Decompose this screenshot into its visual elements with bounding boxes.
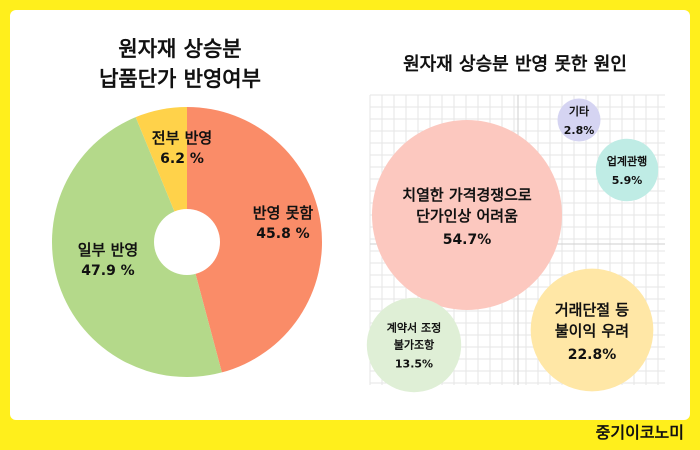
bubble-category-label: 거래단절 등	[555, 301, 629, 319]
bubble-category-label: 불이익 우려	[555, 322, 629, 340]
bubble-category-label: 불가조항	[394, 338, 434, 352]
donut-slice	[135, 107, 187, 242]
bubble	[530, 268, 654, 392]
brand-logo-text: 중기이코노미	[595, 423, 684, 442]
bubble	[595, 138, 659, 202]
bubble-category-label: 단가인상 어려움	[416, 207, 518, 225]
bubble	[366, 297, 462, 393]
donut-slice	[187, 107, 323, 373]
donut-slice-value-label: 45.8 %	[256, 226, 309, 242]
donut-slice	[52, 117, 222, 377]
donut-title-line-2: 납품단가 반영여부	[99, 67, 261, 91]
donut-chart-title: 원자재 상승분 납품단가 반영여부	[30, 34, 330, 94]
bubble-category-label: 치열한 가격경쟁으로	[402, 186, 532, 204]
bubble-chart-title: 원자재 상승분 반영 못한 원인	[403, 54, 627, 75]
bubble-category-label: 업계관행	[607, 154, 647, 168]
bubble	[372, 120, 562, 310]
bubble	[557, 98, 601, 142]
donut-slice-value-label: 6.2 %	[160, 151, 204, 167]
donut-slice-category-label: 일부 반영	[78, 241, 138, 259]
bubble-value-label: 13.5%	[395, 358, 433, 371]
bubble-value-label: 22.8%	[568, 347, 617, 363]
donut-slice-value-label: 47.9 %	[81, 263, 134, 279]
bubble-value-label: 54.7%	[443, 232, 492, 248]
donut-hole	[154, 209, 220, 275]
bubble-value-label: 2.8%	[564, 124, 595, 137]
bubble-category-label: 기타	[569, 104, 590, 118]
donut-slice-category-label: 전부 반영	[152, 129, 212, 147]
bubble-value-label: 5.9%	[612, 174, 643, 187]
donut-slice-category-label: 반영 못함	[253, 204, 314, 222]
donut-title-line-1: 원자재 상승분	[118, 37, 242, 61]
bubble-category-label: 계약서 조정	[387, 321, 441, 335]
